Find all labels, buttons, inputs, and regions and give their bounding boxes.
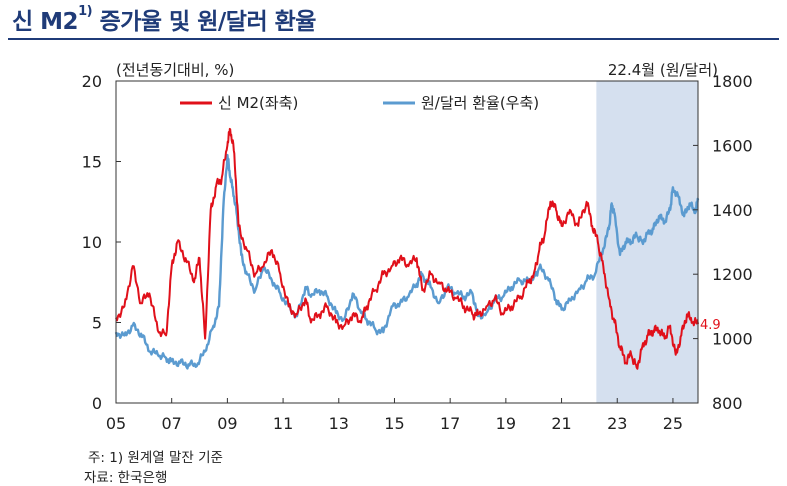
left-tick-label: 20 — [82, 72, 102, 91]
x-tick-label: 09 — [217, 414, 237, 433]
x-tick-label: 11 — [273, 414, 293, 433]
right-ticks: 800 1000 1200 1400 1600 1800 — [693, 72, 753, 413]
right-tick-label: 1400 — [712, 201, 753, 220]
right-tick-label: 1000 — [712, 330, 753, 349]
legend-label-m2: 신 M2(좌축) — [218, 94, 298, 112]
right-axis-label: 22.4월 (원/달러) — [608, 61, 718, 79]
left-tick-label: 0 — [92, 394, 102, 413]
title-footnote-mark: 1) — [78, 4, 93, 19]
x-tick-label: 07 — [162, 414, 182, 433]
left-tick-label: 5 — [92, 314, 102, 333]
right-tick-label: 1200 — [712, 265, 753, 284]
x-tick-label: 25 — [663, 414, 683, 433]
series-line-fx-rate — [114, 153, 700, 370]
x-tick-label: 23 — [607, 414, 627, 433]
x-tick-label: 15 — [384, 414, 404, 433]
x-tick-label: 21 — [551, 414, 571, 433]
shaded-period — [596, 81, 698, 403]
end-value-label: 4.9 — [700, 318, 721, 333]
footnote: 주: 1) 원계열 말잔 기준 — [88, 450, 223, 466]
chart-title: 신 M21) 증가율 및 원/달러 환율 — [12, 2, 316, 36]
x-tick-label: 05 — [106, 414, 126, 433]
title-divider — [8, 38, 779, 40]
x-tick-label: 17 — [440, 414, 460, 433]
title-main: 신 M2 — [12, 9, 79, 35]
legend: 신 M2(좌축) 원/달러 환율(우축) — [180, 94, 539, 112]
left-tick-label: 10 — [82, 233, 102, 252]
right-tick-label: 800 — [712, 394, 743, 413]
x-tick-label: 19 — [496, 414, 516, 433]
series-line-m2 — [115, 127, 699, 370]
legend-label-fx: 원/달러 환율(우축) — [421, 94, 539, 112]
right-tick-label: 1600 — [712, 136, 753, 155]
title-rest: 증가율 및 원/달러 환율 — [92, 9, 317, 35]
series-lines — [114, 127, 700, 370]
left-ticks: 0 5 10 15 20 — [82, 72, 121, 413]
right-tick-label: 1800 — [712, 72, 753, 91]
x-ticks: 05 07 09 11 13 15 17 19 21 23 25 — [106, 398, 683, 433]
left-tick-label: 15 — [82, 153, 102, 172]
x-tick-label: 13 — [329, 414, 349, 433]
left-axis-label: (전년동기대비, %) — [116, 61, 234, 79]
source-note: 자료: 한국은행 — [84, 470, 168, 486]
